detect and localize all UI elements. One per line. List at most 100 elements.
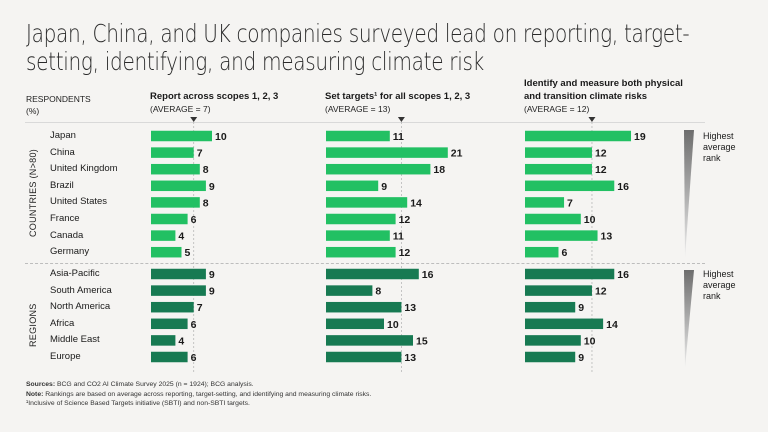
note-label: Note:	[26, 390, 44, 398]
data-label: 9	[381, 181, 387, 193]
rank-note-line: average	[703, 142, 736, 152]
data-label: 10	[215, 131, 227, 143]
data-label: 10	[584, 335, 596, 347]
group-separator	[25, 263, 705, 264]
rank-note-countries: Highest average rank	[703, 131, 736, 164]
bar-china-s1	[151, 147, 194, 158]
row-label-germany: Germany	[50, 246, 90, 258]
col3-average: (AVERAGE = 12)	[524, 104, 590, 114]
col3-title-line1: Identify and measure both physical	[524, 78, 683, 89]
data-label: 7	[197, 302, 203, 314]
bar-europe-s2	[326, 351, 402, 363]
row-label-asia-pacific: Asia-Pacific	[50, 268, 100, 279]
bar-france-s3	[525, 213, 581, 225]
row-label-south-america: South America	[50, 284, 112, 296]
col3-title-line2: and transition climate risks	[524, 91, 648, 102]
footnotes: Sources: BCG and CO2 AI Climate Survey 2…	[26, 380, 371, 409]
rank-wedge-icon	[684, 130, 694, 258]
row-label-middle-east: Middle East	[50, 334, 100, 346]
top-rule	[25, 122, 705, 123]
bar-south-america-s1	[151, 285, 206, 296]
row-label-united-kingdom: United Kingdom	[50, 163, 118, 175]
data-label: 12	[595, 286, 607, 298]
bar-north-america-s2	[326, 301, 402, 313]
bar-brazil-s1	[151, 180, 206, 192]
respondents-label: RESPONDENTS (%)	[26, 93, 91, 117]
data-label: 6	[191, 352, 197, 364]
bar-canada-s3	[525, 230, 598, 241]
bar-germany-s1	[151, 246, 182, 258]
data-label: 13	[404, 352, 416, 364]
row-label-brazil: Brazil	[50, 179, 74, 191]
data-label: 6	[561, 247, 567, 259]
bar-south-america-s3	[525, 285, 592, 296]
data-label: 8	[375, 286, 381, 298]
data-label: 8	[203, 164, 209, 176]
bar-canada-s2	[326, 230, 390, 241]
sources-text: BCG and CO2 AI Climate Survey 2025 (n = …	[55, 381, 254, 388]
data-label: 19	[634, 131, 646, 143]
data-label: 11	[393, 131, 404, 143]
data-label: 4	[178, 231, 184, 243]
bar-china-s3	[525, 147, 592, 158]
col2-average: (AVERAGE = 13)	[325, 104, 391, 114]
bar-united-states-s1	[151, 197, 200, 208]
rank-note-regions: Highest average rank	[703, 269, 736, 302]
bar-asia-pacific-s2	[326, 268, 419, 280]
col1-average: (AVERAGE = 7)	[150, 104, 211, 114]
row-label-north-america: North America	[50, 301, 111, 313]
rank-note-line: average	[703, 280, 736, 290]
bar-europe-s3	[525, 351, 576, 363]
bar-north-america-s3	[525, 301, 576, 313]
average-marker-icon	[588, 117, 596, 122]
data-label: 14	[410, 197, 422, 209]
data-label: 12	[399, 214, 411, 226]
row-label-canada: Canada	[50, 229, 84, 241]
bar-japan-s3	[525, 130, 632, 142]
bar-middle-east-s3	[525, 335, 581, 346]
data-label: 13	[601, 231, 613, 243]
data-label: 18	[433, 164, 445, 176]
bar-japan-s2	[326, 130, 390, 142]
bar-united-kingdom-s3	[525, 163, 592, 175]
data-label: 5	[185, 247, 191, 259]
bar-asia-pacific-s3	[525, 268, 615, 280]
data-label: 16	[617, 269, 629, 281]
bar-africa-s1	[151, 318, 188, 330]
data-label: 7	[567, 197, 573, 209]
bar-south-america-s2	[326, 285, 373, 296]
bar-brazil-s2	[326, 180, 379, 192]
data-label: 10	[387, 319, 399, 331]
average-marker-icon	[190, 117, 198, 122]
data-label: 9	[209, 269, 215, 281]
bar-germany-s2	[326, 246, 396, 258]
data-label: 11	[393, 231, 404, 243]
bar-canada-s1	[151, 230, 176, 241]
bar-china-s2	[326, 147, 448, 158]
row-label-china: China	[50, 146, 75, 158]
row-label-africa: Africa	[50, 317, 75, 329]
bar-asia-pacific-s1	[151, 268, 206, 280]
data-label: 10	[584, 214, 596, 226]
bar-germany-s3	[525, 246, 559, 258]
col2-title: Set targets¹ for all scopes 1, 2, 3	[325, 91, 471, 102]
bar-africa-s2	[326, 318, 384, 330]
data-label: 7	[197, 148, 203, 160]
sources-line: Sources: BCG and CO2 AI Climate Survey 2…	[26, 380, 371, 390]
data-label: 8	[203, 197, 209, 209]
bar-united-kingdom-s1	[151, 163, 200, 175]
respondents-label-line1: RESPONDENTS	[26, 94, 91, 104]
data-label: 9	[209, 286, 215, 298]
data-label: 21	[451, 148, 463, 160]
data-label: 16	[422, 269, 434, 281]
note-text: Rankings are based on average across rep…	[43, 390, 372, 398]
rank-note-line: rank	[703, 153, 721, 163]
col3-title: Identify and measure both physical and t…	[524, 77, 683, 103]
bar-united-states-s2	[326, 197, 408, 208]
row-label-japan: Japan	[50, 130, 76, 141]
bar-japan-s1	[151, 130, 212, 142]
bar-middle-east-s2	[326, 335, 413, 346]
bar-europe-s1	[151, 351, 188, 363]
row-label-united-states: United States	[50, 196, 108, 208]
